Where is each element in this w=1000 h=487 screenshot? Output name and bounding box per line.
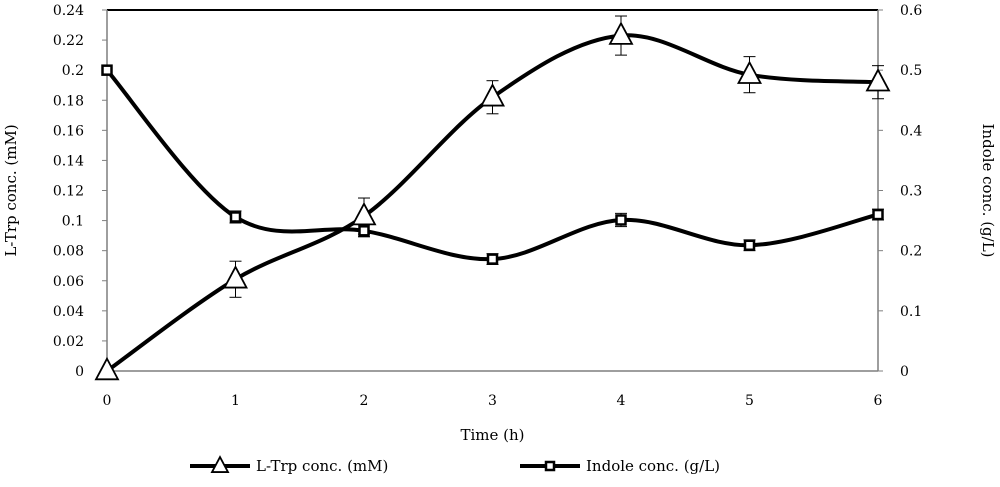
right-tick-label: 0.1 bbox=[900, 304, 922, 320]
left-tick-label: 0.24 bbox=[53, 3, 84, 19]
left-tick-label: 0.12 bbox=[53, 184, 84, 200]
left-tick-label: 0.08 bbox=[53, 244, 84, 260]
data-point-square bbox=[488, 255, 497, 264]
x-tick-label: 6 bbox=[874, 393, 883, 409]
left-tick-label: 0.16 bbox=[53, 123, 84, 139]
right-tick-label: 0.2 bbox=[900, 244, 922, 260]
data-point-square bbox=[745, 241, 754, 250]
right-tick-label: 0.6 bbox=[900, 3, 922, 19]
x-tick-label: 4 bbox=[617, 393, 626, 409]
left-tick-label: 0.2 bbox=[62, 63, 84, 79]
y-axis-right-title: Indole conc. (g/L) bbox=[979, 123, 997, 257]
left-tick-label: 0.22 bbox=[53, 33, 84, 49]
x-tick-label: 5 bbox=[745, 393, 754, 409]
left-tick-label: 0 bbox=[75, 364, 84, 380]
legend: L-Trp conc. (mM) Indole conc. (g/L) bbox=[190, 457, 720, 475]
left-tick-label: 0.18 bbox=[53, 93, 84, 109]
left-tick-label: 0.02 bbox=[53, 334, 84, 350]
data-point-square bbox=[103, 66, 112, 75]
y-axis-left-title: L-Trp conc. (mM) bbox=[2, 124, 20, 256]
data-point-square bbox=[231, 212, 240, 221]
data-point-square bbox=[617, 215, 626, 224]
left-tick-label: 0.14 bbox=[53, 153, 84, 169]
x-tick-label: 1 bbox=[231, 393, 240, 409]
series-layer bbox=[96, 16, 889, 379]
left-tick-label: 0.06 bbox=[53, 274, 84, 290]
left-tick-label: 0.04 bbox=[53, 304, 84, 320]
chart: 0 1 2 3 4 5 6 0 0.02 0.04 0.06 0.08 0.1 0.12 0.14 0.16 0… bbox=[0, 0, 1000, 487]
left-tick-label: 0.1 bbox=[62, 214, 84, 230]
data-point-square bbox=[360, 226, 369, 235]
legend-label: L-Trp conc. (mM) bbox=[256, 457, 388, 475]
data-point-triangle bbox=[353, 204, 375, 225]
x-tick-label: 3 bbox=[488, 393, 497, 409]
x-tick-label: 0 bbox=[103, 393, 112, 409]
right-tick-label: 0.5 bbox=[900, 63, 922, 79]
data-point-triangle bbox=[482, 85, 504, 106]
right-tick-label: 0.3 bbox=[900, 184, 922, 200]
data-point-triangle bbox=[225, 267, 247, 288]
data-point-triangle bbox=[96, 359, 118, 380]
x-axis-title: Time (h) bbox=[460, 426, 524, 444]
data-point-square bbox=[874, 210, 883, 219]
legend-label: Indole conc. (g/L) bbox=[586, 457, 720, 475]
series-triangle bbox=[96, 16, 889, 379]
x-tick-label: 2 bbox=[360, 393, 369, 409]
right-tick-label: 0 bbox=[900, 364, 909, 380]
legend-marker-square bbox=[546, 462, 554, 470]
right-tick-label: 0.4 bbox=[900, 123, 922, 139]
